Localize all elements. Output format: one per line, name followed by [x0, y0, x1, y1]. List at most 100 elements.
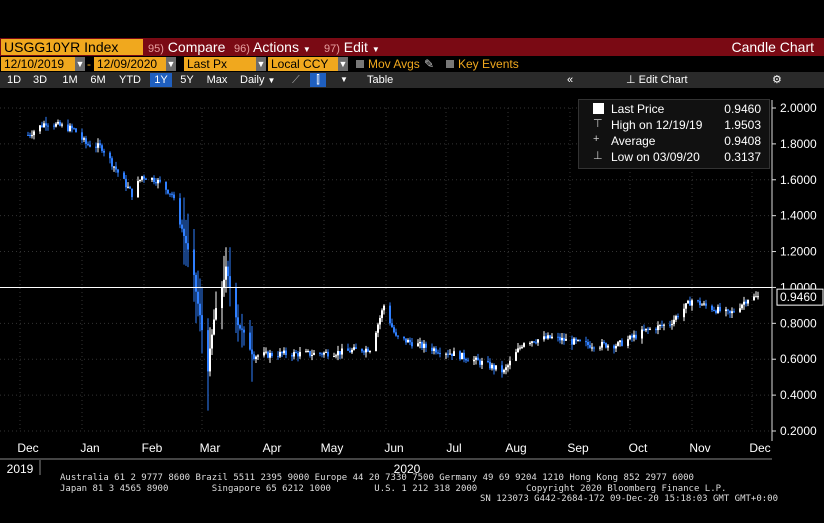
- chart-icon: ⊥: [626, 74, 636, 86]
- calendar-dropdown-icon[interactable]: ▼: [75, 57, 85, 71]
- candle-body: [169, 193, 171, 195]
- candle-body: [283, 350, 285, 354]
- candle-body: [349, 350, 351, 353]
- chart-type-dropdown-icon[interactable]: ▼: [340, 75, 348, 84]
- range-5y[interactable]: 5Y: [180, 74, 194, 86]
- candle-body: [75, 128, 77, 133]
- candle-body: [335, 355, 337, 357]
- candle-body: [739, 308, 741, 312]
- average-label: Average: [611, 134, 656, 148]
- candle-body: [559, 336, 561, 341]
- gear-icon[interactable]: ⚙: [772, 74, 782, 86]
- candle-body: [747, 300, 749, 304]
- pencil-icon[interactable]: ✎: [424, 57, 435, 71]
- candle-body: [153, 177, 155, 183]
- candle-body: [523, 343, 525, 347]
- candle-body: [495, 365, 497, 370]
- edit-chart-button[interactable]: ⊥ Edit Chart: [626, 73, 688, 87]
- range-6m[interactable]: 6M: [90, 74, 106, 86]
- candle-body: [267, 351, 269, 358]
- candle-body: [295, 352, 297, 354]
- candle-body: [615, 345, 617, 349]
- candle-body: [299, 352, 301, 357]
- candle-body: [249, 332, 251, 350]
- mov-avgs-checkbox[interactable]: [356, 60, 364, 68]
- end-date-field[interactable]: 12/09/2020: [94, 57, 166, 71]
- calendar-dropdown-icon[interactable]: ▼: [166, 57, 176, 71]
- candle-body: [503, 369, 505, 373]
- candle-body: [251, 349, 253, 355]
- candle-body: [453, 351, 455, 356]
- caret-down-icon: ▼: [371, 45, 380, 54]
- edit-num: 97): [324, 43, 340, 55]
- line-chart-icon[interactable]: ⟋: [292, 74, 300, 86]
- candle-body: [613, 345, 615, 349]
- range-3d[interactable]: 3D: [32, 74, 48, 86]
- edit-menu[interactable]: 97) Edit ▼: [324, 39, 380, 55]
- compare-menu[interactable]: 95) Compare: [148, 39, 225, 55]
- candle-body: [199, 303, 201, 316]
- candle-body: [211, 334, 213, 349]
- x-tick-label: May: [321, 441, 344, 455]
- frequency-select[interactable]: Daily ▼: [240, 73, 275, 87]
- range-1m[interactable]: 1M: [62, 74, 78, 86]
- collapse-icon[interactable]: «: [567, 74, 574, 86]
- candle-body: [213, 319, 215, 335]
- candle-body: [599, 347, 601, 349]
- price-dropdown-icon[interactable]: ▼: [256, 57, 266, 71]
- candle-body: [671, 324, 673, 326]
- x-tick-label: Sep: [567, 441, 589, 455]
- candle-body: [445, 353, 447, 355]
- candle-body: [601, 341, 603, 348]
- candle-body: [755, 296, 757, 298]
- candle-body: [589, 345, 591, 348]
- candle-chart-icon[interactable]: ⫿: [310, 73, 326, 87]
- candle-body: [743, 301, 745, 305]
- candle-body: [663, 324, 665, 326]
- candle-body: [67, 124, 69, 132]
- actions-label: Actions: [253, 39, 299, 55]
- candle-body: [575, 338, 577, 341]
- candle-body: [447, 353, 449, 355]
- candle-body: [501, 365, 503, 373]
- candle-body: [697, 300, 699, 302]
- candle-body: [53, 125, 55, 127]
- key-events-checkbox[interactable]: [446, 60, 454, 68]
- currency-field[interactable]: Local CCY: [268, 57, 338, 71]
- candle-body: [117, 169, 119, 173]
- table-tab[interactable]: Table: [367, 74, 394, 86]
- key-events-label[interactable]: Key Events: [458, 57, 519, 71]
- candle-body: [657, 325, 659, 331]
- edit-chart-label: Edit Chart: [638, 74, 688, 86]
- candle-body: [655, 328, 657, 331]
- start-date-field[interactable]: 12/10/2019: [1, 57, 75, 71]
- ticker-field[interactable]: USGG10YR Index: [1, 39, 143, 55]
- candle-body: [561, 337, 563, 341]
- currency-dropdown-icon[interactable]: ▼: [338, 57, 348, 71]
- candle-body: [731, 311, 733, 314]
- range-ytd[interactable]: YTD: [119, 74, 141, 86]
- candle-body: [545, 336, 547, 339]
- candle-body: [279, 351, 281, 357]
- candle-body: [745, 301, 747, 304]
- range-1d[interactable]: 1D: [6, 74, 22, 86]
- mov-avgs-label[interactable]: Mov Avgs: [368, 57, 420, 71]
- candle-body: [291, 355, 293, 357]
- high-icon: ⊤: [593, 118, 603, 130]
- price-field[interactable]: Last Px: [184, 57, 256, 71]
- candle-body: [243, 329, 245, 333]
- edit-label: Edit: [343, 39, 368, 55]
- candle-body: [729, 310, 731, 314]
- candle-body: [433, 348, 435, 351]
- candle-body: [669, 324, 671, 326]
- range-max[interactable]: Max: [206, 74, 228, 86]
- compare-label: Compare: [167, 39, 226, 55]
- candle-chart[interactable]: 2.00001.80001.60001.40001.20001.00000.80…: [0, 88, 824, 518]
- candle-body: [323, 352, 325, 355]
- candle-body: [403, 336, 405, 339]
- candle-body: [143, 176, 145, 179]
- range-1y[interactable]: 1Y: [150, 73, 172, 87]
- caret-down-icon: ▼: [302, 45, 311, 54]
- candle-body: [649, 328, 651, 330]
- actions-menu[interactable]: 96) Actions ▼: [234, 39, 311, 55]
